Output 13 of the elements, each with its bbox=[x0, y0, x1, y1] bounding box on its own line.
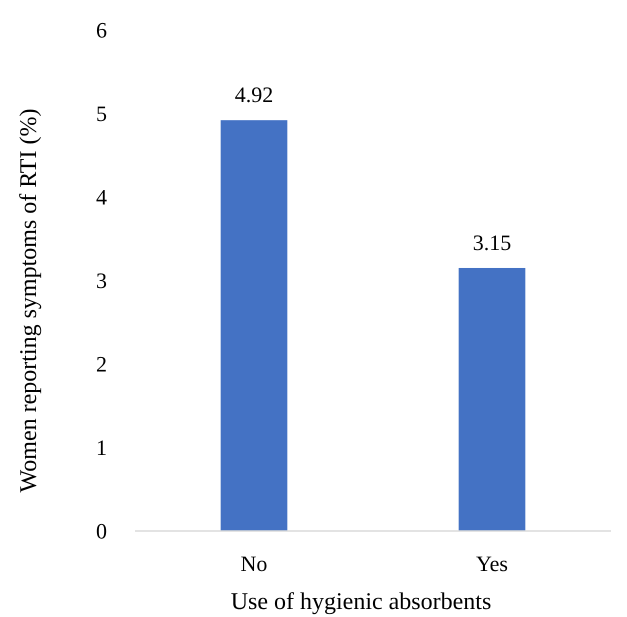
y-tick-label: 4 bbox=[96, 184, 107, 210]
y-tick-label: 5 bbox=[96, 101, 107, 126]
y-tick-label: 3 bbox=[96, 268, 107, 294]
x-axis-title: Use of hygienic absorbents bbox=[230, 589, 492, 615]
y-tick-label: 6 bbox=[96, 18, 107, 43]
x-tick-label: No bbox=[240, 551, 268, 576]
y-tick-label: 1 bbox=[96, 435, 107, 460]
y-tick-label: 0 bbox=[96, 518, 107, 544]
data-label: 4.92 bbox=[234, 82, 274, 108]
y-tick-label: 2 bbox=[96, 352, 107, 377]
data-label: 3.15 bbox=[472, 230, 512, 255]
x-tick-label: Yes bbox=[476, 551, 508, 576]
y-axis-title: Women reporting symptoms of RTI (%) bbox=[16, 108, 42, 492]
